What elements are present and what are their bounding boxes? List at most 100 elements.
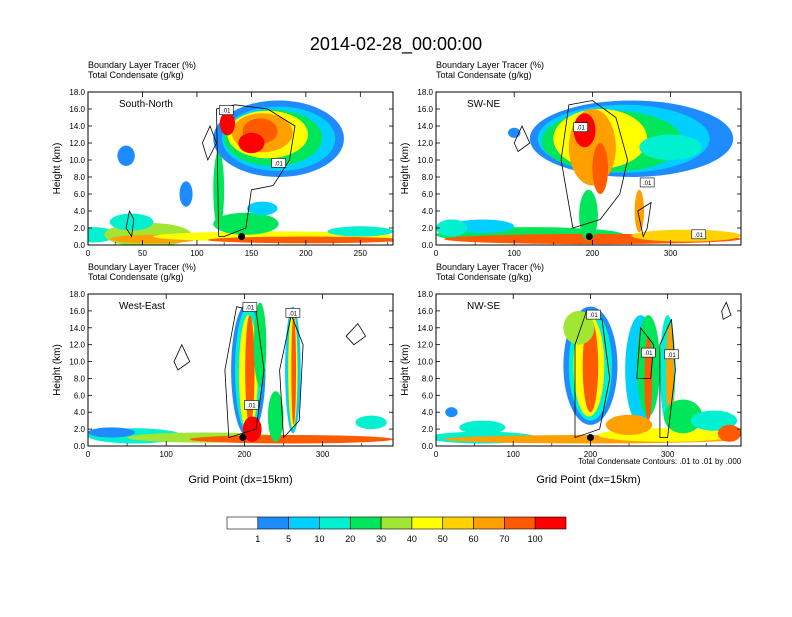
colorbar-label-4: 30 xyxy=(376,534,386,544)
y-tick-label: 10.0 xyxy=(417,156,433,165)
panel-3: Boundary Layer Tracer (%)Total Condensat… xyxy=(400,262,742,486)
colorbar-bin-3 xyxy=(319,516,351,530)
colorbar-label-9: 100 xyxy=(528,534,543,544)
field-cell-6 xyxy=(213,212,279,235)
panel-label: NW-SE xyxy=(467,301,500,312)
x-tick-label: 100 xyxy=(160,450,174,459)
y-axis-label: Height (km) xyxy=(400,344,411,396)
y-tick-label: 16.0 xyxy=(417,105,433,114)
condensate-contour-3 xyxy=(345,322,367,346)
y-tick-label: 0.0 xyxy=(422,442,434,451)
y-tick-label: 10.0 xyxy=(417,358,433,367)
colorbar: 1 5 10 20 30 40 50 60 70 100 xyxy=(226,516,567,544)
x-tick-label: 200 xyxy=(584,450,598,459)
colorbar-bin-10 xyxy=(534,516,567,530)
field-cell-16 xyxy=(117,145,135,166)
panel-header-line1: Boundary Layer Tracer (%) xyxy=(88,60,196,70)
y-tick-label: 14.0 xyxy=(69,122,85,131)
field-shading xyxy=(436,294,741,446)
y-tick-label: 0.0 xyxy=(422,241,434,250)
x-tick-label: 0 xyxy=(434,249,439,258)
panel-header-line1: Boundary Layer Tracer (%) xyxy=(88,262,196,272)
location-marker xyxy=(585,233,593,240)
panel-label: SW-NE xyxy=(467,99,500,110)
location-marker xyxy=(239,434,247,442)
field-cell-11 xyxy=(291,315,297,425)
x-tick-label: 250 xyxy=(354,249,368,258)
y-tick-label: 4.0 xyxy=(422,207,434,216)
y-tick-label: 18.0 xyxy=(69,88,85,97)
colorbar-label-6: 50 xyxy=(438,534,448,544)
field-cell-17 xyxy=(445,407,458,418)
condensate-contour-1 xyxy=(279,313,304,439)
y-tick-label: 18.0 xyxy=(417,88,433,97)
field-cell-7 xyxy=(582,319,599,413)
field-cell-15 xyxy=(238,132,265,154)
panel-header-line2: Total Condensate (g/kg) xyxy=(436,272,532,282)
panels: Boundary Layer Tracer (%)Total Condensat… xyxy=(52,60,742,486)
field-cell-7 xyxy=(213,151,225,228)
y-axis-label: Height (km) xyxy=(52,344,63,396)
field-cell-2 xyxy=(451,219,515,234)
x-tick-label: 0 xyxy=(86,450,91,459)
field-shading xyxy=(436,92,741,245)
field-cell-2 xyxy=(189,435,393,444)
colorbar-label-5: 40 xyxy=(407,534,417,544)
y-axis-label: Height (km) xyxy=(52,143,63,195)
field-cell-3 xyxy=(88,427,135,438)
x-tick-label: 100 xyxy=(190,249,204,258)
y-tick-label: 14.0 xyxy=(417,122,433,131)
field-cell-11 xyxy=(592,143,609,194)
figure-title: 2014-02-28_00:00:00 xyxy=(310,34,482,55)
panel-2: Boundary Layer Tracer (%)Total Condensat… xyxy=(52,262,394,486)
contour-label-1: .01 xyxy=(639,177,655,188)
x-tick-label: 100 xyxy=(507,450,521,459)
field-cell-3 xyxy=(436,219,468,237)
y-tick-label: 18.0 xyxy=(69,290,85,299)
y-tick-label: 12.0 xyxy=(69,139,85,148)
condensate-contour-1 xyxy=(636,326,655,379)
contour-label-2: .01 xyxy=(691,229,707,240)
colorbar-bin-5 xyxy=(380,516,413,530)
panel-label: South-North xyxy=(119,99,173,110)
contour-label-1: .01 xyxy=(271,158,286,168)
svg-text:.01: .01 xyxy=(246,306,255,312)
y-tick-label: 2.0 xyxy=(422,425,434,434)
colorbar-label-8: 70 xyxy=(499,534,509,544)
y-tick-label: 16.0 xyxy=(69,105,85,114)
field-cell-14 xyxy=(219,111,236,136)
colorbar-bin-8 xyxy=(473,516,505,530)
contour-label-2: .01 xyxy=(244,400,259,410)
field-cell-4 xyxy=(631,229,741,242)
colorbar-label-3: 20 xyxy=(345,534,355,544)
x-tick-label: 50 xyxy=(138,249,147,258)
colorbar-bin-9 xyxy=(504,516,536,530)
field-cell-8 xyxy=(253,302,267,387)
colorbar-bin-7 xyxy=(442,516,474,530)
contour-label-1: .01 xyxy=(641,347,656,358)
field-shading xyxy=(88,92,393,245)
colorbar-label-2: 10 xyxy=(314,534,324,544)
x-axis-label: Grid Point (dx=15km) xyxy=(188,474,292,486)
contour-label-0: .01 xyxy=(586,309,601,320)
condensate-contour-2 xyxy=(201,124,217,162)
x-tick-label: 200 xyxy=(299,249,313,258)
y-axis-label: Height (km) xyxy=(400,143,411,195)
x-tick-label: 150 xyxy=(245,249,259,258)
svg-text:.01: .01 xyxy=(644,351,653,357)
field-cell-12 xyxy=(579,189,598,241)
plot-frame xyxy=(87,91,394,246)
y-tick-label: 12.0 xyxy=(69,341,85,350)
contour-label-0: .01 xyxy=(242,302,258,312)
y-tick-label: 12.0 xyxy=(417,341,433,350)
condensate-contour-1 xyxy=(513,125,531,153)
svg-text:.01: .01 xyxy=(589,313,598,319)
svg-text:.01: .01 xyxy=(695,233,704,239)
y-tick-label: 2.0 xyxy=(74,224,86,233)
panel-header-line2: Total Condensate (g/kg) xyxy=(88,70,184,80)
x-tick-label: 0 xyxy=(86,249,91,258)
y-tick-label: 4.0 xyxy=(74,207,86,216)
x-tick-label: 200 xyxy=(586,249,600,258)
condensate-contour-0 xyxy=(560,100,629,229)
contour-label-0: .01 xyxy=(573,122,588,132)
